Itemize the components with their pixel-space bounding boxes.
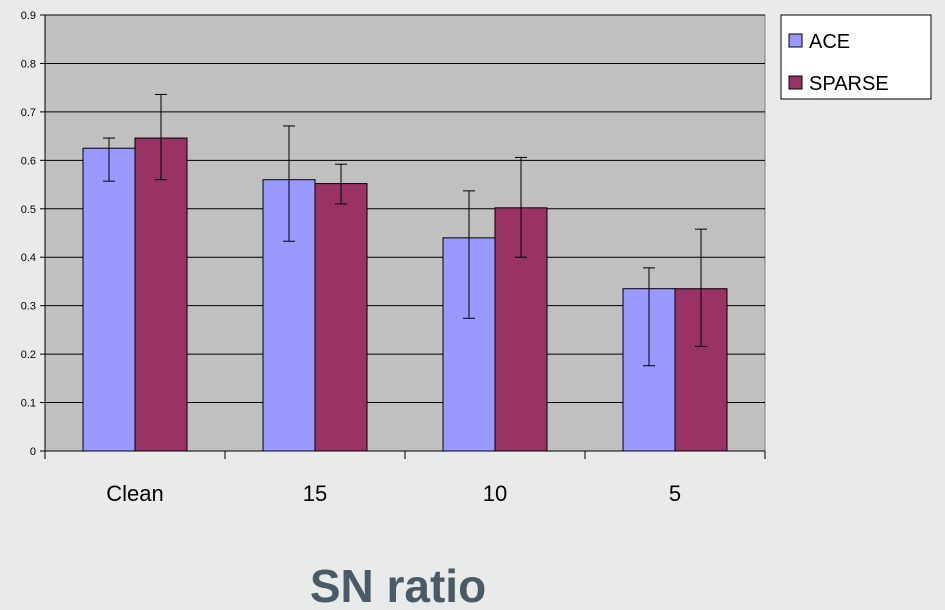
y-tick-label: 0.7 — [21, 107, 36, 119]
y-tick-label: 0.2 — [21, 349, 36, 361]
y-tick-label: 0.6 — [21, 155, 36, 167]
x-tick-label: 15 — [303, 481, 327, 506]
legend-swatch-ace — [788, 33, 803, 48]
legend-label-ace: ACE — [809, 31, 850, 53]
bar-ace — [82, 147, 136, 452]
y-tick-label: 0.5 — [21, 204, 36, 216]
x-tick-label: Clean — [106, 481, 163, 506]
bar-sparse — [314, 183, 368, 452]
legend-label-sparse: SPARSE — [809, 73, 889, 95]
legend-swatch-sparse — [788, 75, 803, 90]
bar-sparse — [134, 137, 188, 452]
x-tick-label: 10 — [483, 481, 507, 506]
x-tick-label: 5 — [669, 481, 681, 506]
y-tick-label: 0.8 — [21, 58, 36, 70]
y-tick-label: 0 — [30, 446, 36, 458]
x-axis-ticks: Clean 15 10 5 — [44, 451, 766, 506]
y-tick-label: 0.9 — [21, 10, 36, 22]
legend: ACE SPARSE — [780, 14, 932, 100]
x-axis-title: SN ratio — [310, 560, 486, 610]
y-tick-label: 0.1 — [21, 398, 36, 410]
y-axis-ticks: 0 0.1 0.2 0.3 0.4 0.5 0.6 0.7 0.8 0.9 — [21, 10, 45, 458]
legend-box — [780, 14, 932, 100]
y-tick-label: 0.4 — [21, 252, 36, 264]
error-bars — [103, 93, 707, 367]
y-tick-label: 0.3 — [21, 301, 36, 313]
